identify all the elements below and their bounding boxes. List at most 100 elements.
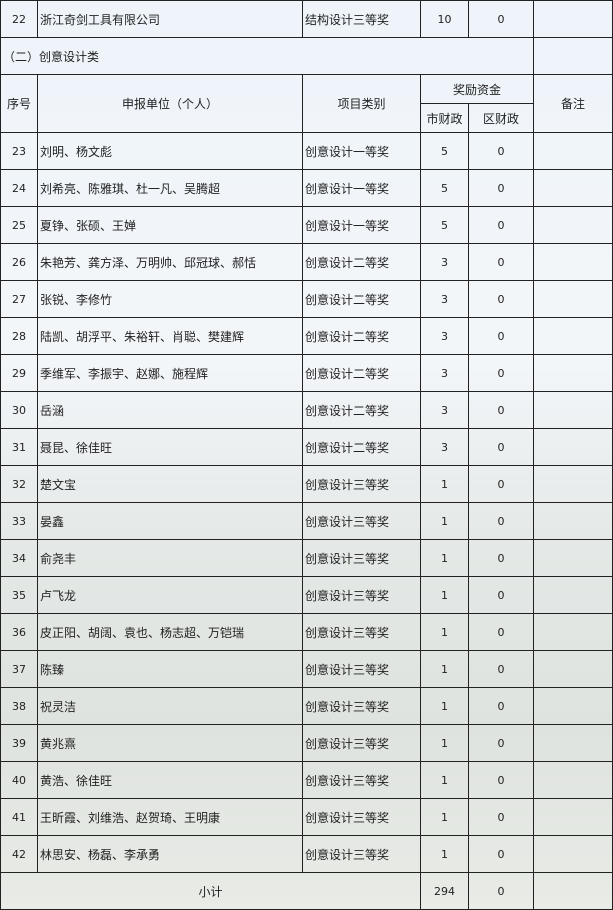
- row-no: 39: [0, 724, 38, 762]
- table-row: 32 楚文宝 创意设计三等奖 1 0: [0, 465, 613, 503]
- table-row: 23 刘明、杨文彪 创意设计一等奖 5 0: [0, 132, 613, 170]
- row-city-fund: 1: [420, 650, 469, 688]
- header-remark: 备注: [533, 74, 613, 133]
- row-remark: [533, 724, 613, 762]
- row-unit: 岳涵: [37, 391, 303, 429]
- row-unit: 刘明、杨文彪: [37, 132, 303, 170]
- row-no: 22: [0, 0, 38, 38]
- row-district-fund: 0: [468, 0, 534, 38]
- table-row: 22 浙江奇剑工具有限公司 结构设计三等奖 10 0: [0, 0, 613, 38]
- table-row: 25 夏铮、张硕、王婵 创意设计一等奖 5 0: [0, 206, 613, 244]
- row-category: 创意设计二等奖: [302, 428, 421, 466]
- row-unit: 皮正阳、胡阔、袁也、杨志超、万铠瑞: [37, 613, 303, 651]
- row-no: 42: [0, 835, 38, 873]
- row-remark: [533, 280, 613, 318]
- row-city-fund: 1: [420, 613, 469, 651]
- header-city-fund: 市财政: [420, 103, 469, 133]
- table-row: 28 陆凯、胡浮平、朱裕轩、肖聪、樊建辉 创意设计二等奖 3 0: [0, 317, 613, 355]
- table-row: 36 皮正阳、胡阔、袁也、杨志超、万铠瑞 创意设计三等奖 1 0: [0, 613, 613, 651]
- row-category: 创意设计二等奖: [302, 280, 421, 318]
- row-category: 创意设计三等奖: [302, 724, 421, 762]
- row-no: 29: [0, 354, 38, 392]
- row-category: 创意设计二等奖: [302, 391, 421, 429]
- row-city-fund: 3: [420, 243, 469, 281]
- row-unit: 朱艳芳、龚方泽、万明帅、邱冠球、郝恬: [37, 243, 303, 281]
- row-no: 34: [0, 539, 38, 577]
- row-remark: [533, 502, 613, 540]
- table-row: 30 岳涵 创意设计二等奖 3 0: [0, 391, 613, 429]
- row-city-fund: 1: [420, 724, 469, 762]
- header-district-fund: 区财政: [468, 103, 534, 133]
- row-no: 40: [0, 761, 38, 799]
- row-city-fund: 5: [420, 169, 469, 207]
- row-remark: [533, 465, 613, 503]
- header-unit: 申报单位（个人）: [37, 74, 303, 133]
- row-no: 37: [0, 650, 38, 688]
- row-category: 创意设计三等奖: [302, 613, 421, 651]
- row-no: 24: [0, 169, 38, 207]
- row-remark: [533, 243, 613, 281]
- row-category: 创意设计三等奖: [302, 502, 421, 540]
- row-city-fund: 1: [420, 576, 469, 614]
- row-remark: [533, 391, 613, 429]
- row-city-fund: 1: [420, 687, 469, 725]
- row-district-fund: 0: [468, 317, 534, 355]
- row-remark: [533, 539, 613, 577]
- table-row: 29 季维军、李振宇、赵娜、施程辉 创意设计二等奖 3 0: [0, 354, 613, 392]
- row-district-fund: 0: [468, 724, 534, 762]
- row-no: 30: [0, 391, 38, 429]
- row-city-fund: 3: [420, 354, 469, 392]
- table-row: 42 林思安、杨磊、李承勇 创意设计三等奖 1 0: [0, 835, 613, 873]
- row-category: 创意设计一等奖: [302, 169, 421, 207]
- row-category: 创意设计一等奖: [302, 206, 421, 244]
- row-category: 创意设计二等奖: [302, 317, 421, 355]
- row-district-fund: 0: [468, 539, 534, 577]
- row-city-fund: 1: [420, 539, 469, 577]
- row-remark: [533, 613, 613, 651]
- header-no: 序号: [0, 74, 38, 133]
- row-remark: [533, 0, 613, 38]
- row-category: 创意设计三等奖: [302, 465, 421, 503]
- table-row: 35 卢飞龙 创意设计三等奖 1 0: [0, 576, 613, 614]
- row-remark: [533, 650, 613, 688]
- row-district-fund: 0: [468, 613, 534, 651]
- row-district-fund: 0: [468, 169, 534, 207]
- table-row: 41 王昕霞、刘维浩、赵贺琦、王明康 创意设计三等奖 1 0: [0, 798, 613, 836]
- row-unit: 楚文宝: [37, 465, 303, 503]
- row-category: 创意设计三等奖: [302, 650, 421, 688]
- row-category: 创意设计三等奖: [302, 576, 421, 614]
- row-unit: 刘希亮、陈雅琪、杜一凡、吴腾超: [37, 169, 303, 207]
- row-city-fund: 1: [420, 835, 469, 873]
- row-remark: [533, 687, 613, 725]
- row-district-fund: 0: [468, 465, 534, 503]
- row-district-fund: 0: [468, 798, 534, 836]
- subtotal-city-fund: 294: [420, 872, 469, 910]
- row-no: 36: [0, 613, 38, 651]
- row-city-fund: 1: [420, 798, 469, 836]
- table-row: 27 张锐、李修竹 创意设计二等奖 3 0: [0, 280, 613, 318]
- row-no: 41: [0, 798, 38, 836]
- section-title: （二）创意设计类: [0, 37, 534, 75]
- row-unit: 陆凯、胡浮平、朱裕轩、肖聪、樊建辉: [37, 317, 303, 355]
- row-city-fund: 3: [420, 391, 469, 429]
- row-unit: 夏铮、张硕、王婵: [37, 206, 303, 244]
- row-unit: 季维军、李振宇、赵娜、施程辉: [37, 354, 303, 392]
- header-category: 项目类别: [302, 74, 421, 133]
- row-city-fund: 3: [420, 317, 469, 355]
- subtotal-district-fund: 0: [468, 872, 534, 910]
- table-row: 26 朱艳芳、龚方泽、万明帅、邱冠球、郝恬 创意设计二等奖 3 0: [0, 243, 613, 281]
- row-city-fund: 1: [420, 761, 469, 799]
- row-city-fund: 3: [420, 428, 469, 466]
- row-district-fund: 0: [468, 576, 534, 614]
- row-remark: [533, 317, 613, 355]
- row-remark: [533, 206, 613, 244]
- row-no: 26: [0, 243, 38, 281]
- table-row: 34 俞尧丰 创意设计三等奖 1 0: [0, 539, 613, 577]
- table-row: 24 刘希亮、陈雅琪、杜一凡、吴腾超 创意设计一等奖 5 0: [0, 169, 613, 207]
- row-no: 33: [0, 502, 38, 540]
- row-category: 创意设计三等奖: [302, 539, 421, 577]
- subtotal-remark: [533, 872, 613, 910]
- row-district-fund: 0: [468, 206, 534, 244]
- row-district-fund: 0: [468, 502, 534, 540]
- header-fund: 奖励资金: [420, 74, 534, 104]
